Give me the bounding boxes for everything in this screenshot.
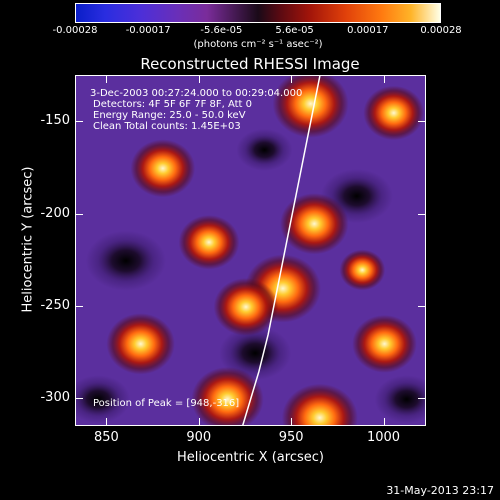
info-energy-range: Energy Range: 25.0 - 50.0 keV: [93, 110, 246, 121]
info-detectors: Detectors: 4F 5F 6F 7F 8F, Att 0: [93, 99, 253, 110]
heatmap-positive-region: [281, 383, 358, 425]
colorbar: [75, 3, 441, 23]
solar-limb-curve: [242, 76, 321, 425]
y-tick-label: -250: [40, 297, 70, 313]
heatmap-positive-region: [339, 249, 386, 291]
colorbar-gradient: [76, 4, 440, 22]
x-tick-label: 950: [278, 430, 304, 445]
heatmap-negative-region: [236, 128, 293, 171]
heatmap-negative-region: [374, 375, 425, 424]
colorbar-tick-label: -0.00028: [52, 25, 98, 36]
colorbar-tick-label: 0.00028: [420, 25, 462, 36]
heatmap-positive-region: [106, 313, 175, 375]
footer-timestamp: 31-May-2013 23:17: [386, 484, 494, 497]
x-tick-label: 850: [93, 430, 119, 445]
colorbar-tick-label: -0.00017: [125, 25, 171, 36]
y-tick-mark: [75, 305, 83, 307]
x-tick-mark: [198, 75, 200, 83]
heatmap-positive-region: [213, 278, 279, 336]
x-tick-label: 1000: [366, 430, 401, 445]
y-tick-label: -200: [40, 205, 70, 221]
y-tick-mark: [418, 398, 426, 400]
plot-area: [75, 75, 426, 426]
y-tick-mark: [75, 213, 83, 215]
heatmap-positive-regions: [106, 76, 425, 425]
heatmap-positive-region: [363, 85, 425, 141]
heatmap-positive-region: [178, 215, 240, 270]
x-tick-mark: [106, 418, 108, 426]
heatmap-positive-region: [280, 193, 349, 255]
y-tick-label: -300: [40, 390, 70, 406]
heatmap-positive-region: [191, 366, 264, 425]
x-tick-mark: [291, 418, 293, 426]
x-tick-mark: [383, 418, 385, 426]
heatmap-positive-region: [130, 139, 196, 198]
colorbar-tick-label: -5.6e-05: [200, 25, 243, 36]
colorbar-tick-label: 5.6e-05: [275, 25, 314, 36]
info-time-range: 3-Dec-2003 00:27:24.000 to 00:29:04.000: [90, 88, 303, 99]
chart-title: Reconstructed RHESSI Image: [140, 55, 360, 73]
y-tick-mark: [75, 398, 83, 400]
x-axis-label: Heliocentric X (arcsec): [177, 450, 324, 465]
y-axis-label: Heliocentric Y (arcsec): [20, 166, 36, 313]
info-clean-counts: Clean Total counts: 1.45E+03: [93, 121, 241, 132]
info-peak-position: Position of Peak = [948,-316]: [93, 398, 240, 409]
x-tick-label: 900: [186, 430, 212, 445]
x-tick-mark: [291, 75, 293, 83]
heatmap-negative-region: [85, 230, 166, 291]
heatmap-negative-region: [76, 375, 131, 424]
y-tick-mark: [75, 121, 83, 123]
y-tick-mark: [418, 213, 426, 215]
y-tick-mark: [418, 305, 426, 307]
y-tick-label: -150: [40, 113, 70, 129]
heatmap-image: [76, 76, 425, 425]
x-tick-mark: [383, 75, 385, 83]
heatmap-positive-region: [272, 76, 349, 138]
heatmap-positive-region: [352, 314, 417, 373]
colorbar-units: (photons cm⁻² s⁻¹ asec⁻²): [193, 39, 323, 50]
heatmap-negative-region: [219, 326, 292, 381]
y-tick-mark: [418, 121, 426, 123]
x-tick-mark: [106, 75, 108, 83]
x-tick-mark: [198, 418, 200, 426]
colorbar-tick-label: 0.00017: [347, 25, 389, 36]
